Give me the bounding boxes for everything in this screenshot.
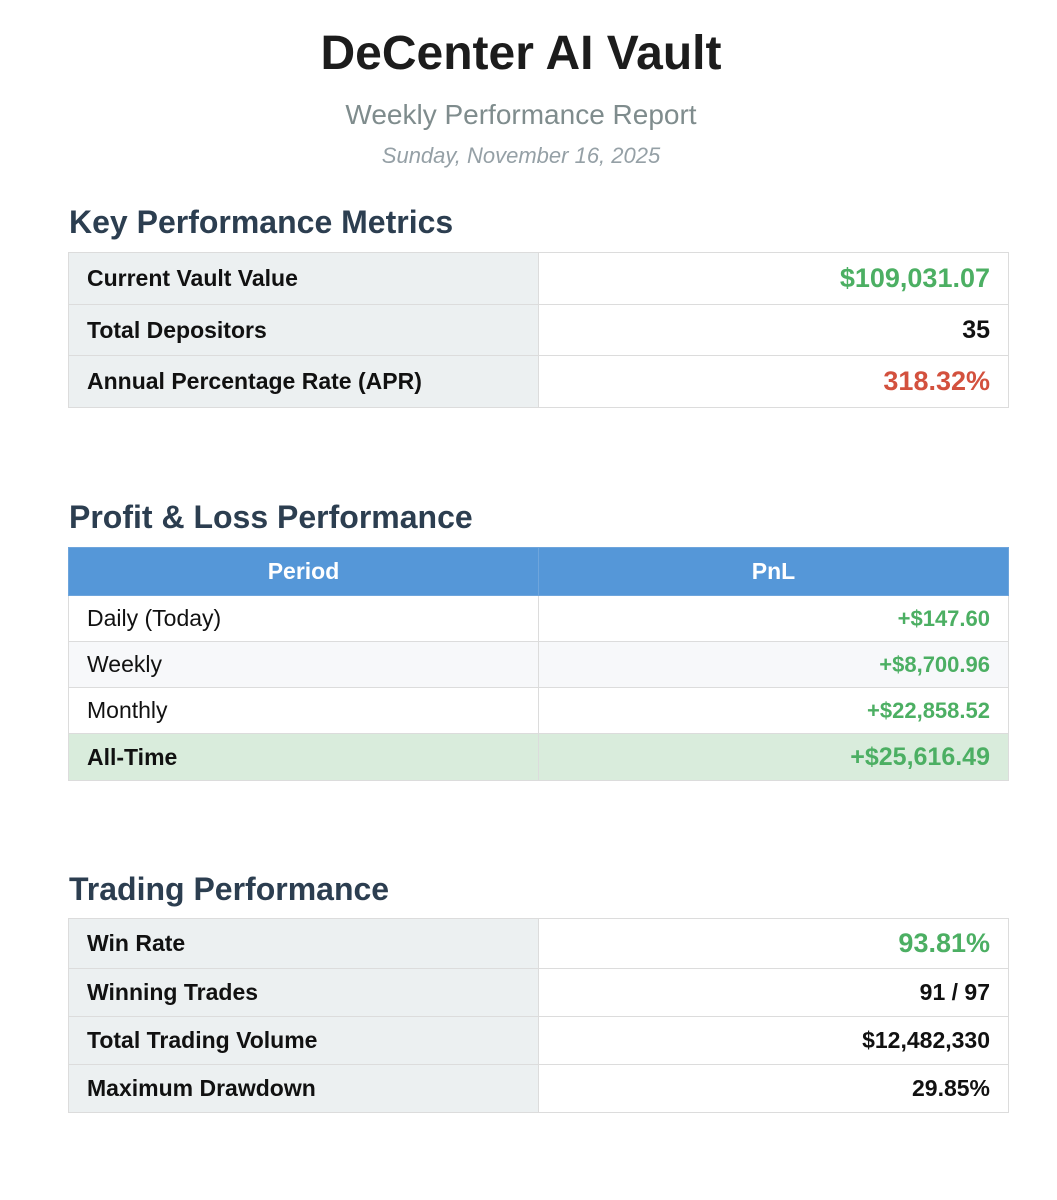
metric-value: 35 [538, 304, 1009, 356]
metric-label: Total Depositors [68, 304, 539, 356]
period-label: Monthly [68, 687, 539, 734]
metric-label: Maximum Drawdown [68, 1064, 539, 1113]
metric-value: $12,482,330 [538, 1016, 1009, 1065]
table-row: Weekly +$8,700.96 [68, 641, 1009, 688]
trading-heading: Trading Performance [69, 871, 390, 907]
report-title: DeCenter AI Vault [320, 27, 722, 80]
period-label: Daily (Today) [68, 595, 539, 642]
table-row: Total Depositors 35 [68, 304, 1009, 356]
table-row: Current Vault Value $109,031.07 [68, 252, 1009, 305]
pnl-value: +$8,700.96 [538, 641, 1009, 688]
table-row: Win Rate 93.81% [68, 918, 1009, 969]
metric-value: $109,031.07 [538, 252, 1009, 305]
pnl-table: Period PnL Daily (Today) +$147.60 Weekly… [68, 547, 1009, 781]
table-row: Winning Trades 91 / 97 [68, 968, 1009, 1017]
table-row: Annual Percentage Rate (APR) 318.32% [68, 355, 1009, 408]
period-label: Weekly [68, 641, 539, 688]
key-metrics-table: Current Vault Value $109,031.07 Total De… [68, 252, 1009, 408]
metric-value: 93.81% [538, 918, 1009, 969]
table-row-total: All-Time +$25,616.49 [68, 733, 1009, 781]
period-label: All-Time [68, 733, 539, 781]
metric-label: Winning Trades [68, 968, 539, 1017]
column-header-period: Period [68, 547, 539, 596]
table-row: Total Trading Volume $12,482,330 [68, 1016, 1009, 1065]
pnl-value: +$25,616.49 [538, 733, 1009, 781]
trading-table: Win Rate 93.81% Winning Trades 91 / 97 T… [68, 918, 1009, 1113]
metric-label: Current Vault Value [68, 252, 539, 305]
table-header-row: Period PnL [68, 547, 1009, 596]
report-subtitle: Weekly Performance Report [345, 99, 697, 130]
pnl-value: +$22,858.52 [538, 687, 1009, 734]
report-date: Sunday, November 16, 2025 [381, 143, 661, 168]
column-header-pnl: PnL [538, 547, 1009, 596]
metric-label: Total Trading Volume [68, 1016, 539, 1065]
metric-label: Annual Percentage Rate (APR) [68, 355, 539, 408]
key-metrics-heading: Key Performance Metrics [69, 204, 454, 240]
table-row: Daily (Today) +$147.60 [68, 595, 1009, 642]
metric-value: 29.85% [538, 1064, 1009, 1113]
metric-label: Win Rate [68, 918, 539, 969]
table-row: Maximum Drawdown 29.85% [68, 1064, 1009, 1113]
metric-value: 318.32% [538, 355, 1009, 408]
metric-value: 91 / 97 [538, 968, 1009, 1017]
pnl-heading: Profit & Loss Performance [69, 499, 473, 535]
pnl-value: +$147.60 [538, 595, 1009, 642]
table-row: Monthly +$22,858.52 [68, 687, 1009, 734]
